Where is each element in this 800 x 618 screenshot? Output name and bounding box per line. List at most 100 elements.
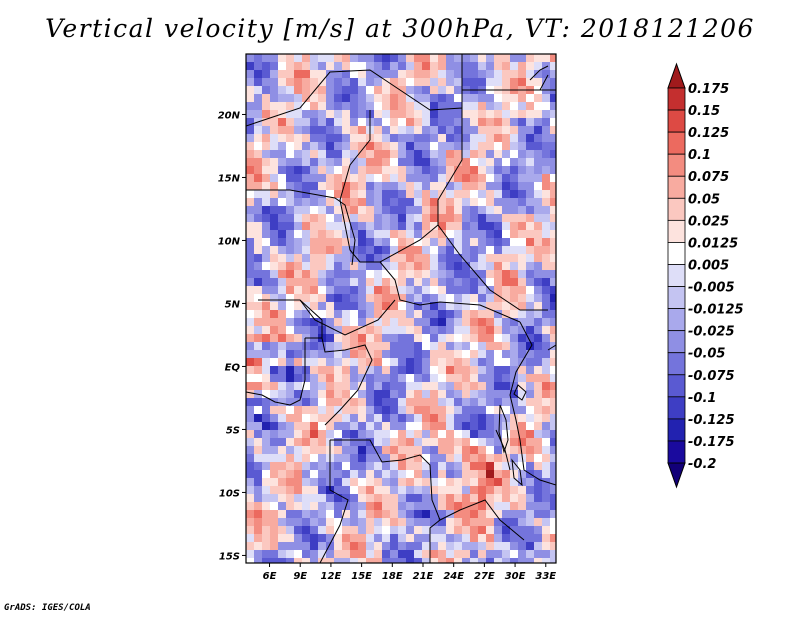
field-cell	[406, 246, 415, 255]
field-cell	[430, 382, 439, 391]
field-cell	[438, 462, 447, 471]
field-cell	[446, 70, 455, 79]
field-cell	[422, 318, 431, 327]
field-cell	[510, 542, 519, 551]
field-cell	[334, 190, 343, 199]
field-cell	[550, 262, 556, 271]
field-cell	[422, 414, 431, 423]
field-cell	[534, 342, 543, 351]
field-cell	[430, 86, 439, 95]
field-cell	[470, 430, 479, 439]
field-cell	[254, 294, 263, 303]
field-cell	[526, 358, 535, 367]
field-cell	[510, 366, 519, 375]
field-cell	[422, 366, 431, 375]
field-cell	[542, 254, 551, 263]
field-cell	[382, 206, 391, 215]
field-cell	[374, 414, 383, 423]
field-cell	[286, 486, 295, 495]
field-cell	[446, 302, 455, 311]
field-cell	[278, 526, 287, 535]
field-cell	[494, 278, 503, 287]
field-cell	[486, 62, 495, 71]
field-cell	[502, 342, 511, 351]
velocity-field	[246, 54, 556, 563]
field-cell	[374, 510, 383, 519]
field-cell	[286, 350, 295, 359]
field-cell	[502, 558, 511, 563]
field-cell	[486, 302, 495, 311]
field-cell	[310, 78, 319, 87]
field-cell	[334, 62, 343, 71]
field-cell	[374, 78, 383, 87]
field-cell	[542, 302, 551, 311]
field-cell	[438, 318, 447, 327]
field-cell	[486, 142, 495, 151]
field-cell	[478, 446, 487, 455]
field-cell	[270, 86, 279, 95]
field-cell	[398, 534, 407, 543]
field-cell	[494, 454, 503, 463]
field-cell	[414, 142, 423, 151]
field-cell	[406, 342, 415, 351]
field-cell	[454, 398, 463, 407]
field-cell	[294, 342, 303, 351]
field-cell	[246, 142, 255, 151]
field-cell	[446, 54, 455, 63]
field-cell	[454, 510, 463, 519]
field-cell	[534, 534, 543, 543]
field-cell	[326, 54, 335, 63]
field-cell	[446, 198, 455, 207]
field-cell	[526, 526, 535, 535]
field-cell	[446, 494, 455, 503]
field-cell	[286, 422, 295, 431]
field-cell	[358, 518, 367, 527]
field-cell	[318, 54, 327, 63]
field-cell	[390, 102, 399, 111]
field-cell	[494, 326, 503, 335]
field-cell	[414, 286, 423, 295]
field-cell	[262, 78, 271, 87]
field-cell	[454, 446, 463, 455]
field-cell	[358, 86, 367, 95]
field-cell	[278, 422, 287, 431]
field-cell	[502, 238, 511, 247]
field-cell	[534, 62, 543, 71]
field-cell	[358, 238, 367, 247]
field-cell	[390, 526, 399, 535]
field-cell	[374, 406, 383, 415]
field-cell	[334, 326, 343, 335]
field-cell	[294, 182, 303, 191]
field-cell	[462, 414, 471, 423]
field-cell	[422, 294, 431, 303]
field-cell	[398, 478, 407, 487]
field-cell	[390, 510, 399, 519]
field-cell	[342, 462, 351, 471]
field-cell	[390, 86, 399, 95]
field-cell	[398, 374, 407, 383]
field-cell	[254, 382, 263, 391]
field-cell	[518, 342, 527, 351]
field-cell	[510, 342, 519, 351]
field-cell	[486, 446, 495, 455]
field-cell	[342, 214, 351, 223]
field-cell	[438, 422, 447, 431]
field-cell	[446, 262, 455, 271]
field-cell	[550, 214, 556, 223]
colorbar-label: -0.175	[688, 435, 735, 450]
field-cell	[382, 54, 391, 63]
field-cell	[342, 62, 351, 71]
field-cell	[550, 438, 556, 447]
field-cell	[454, 390, 463, 399]
field-cell	[350, 398, 359, 407]
field-cell	[398, 406, 407, 415]
field-cell	[470, 406, 479, 415]
field-cell	[534, 318, 543, 327]
field-cell	[382, 158, 391, 167]
field-cell	[518, 398, 527, 407]
field-cell	[334, 414, 343, 423]
colorbar-label: -0.05	[688, 347, 725, 362]
field-cell	[422, 398, 431, 407]
field-cell	[430, 222, 439, 231]
